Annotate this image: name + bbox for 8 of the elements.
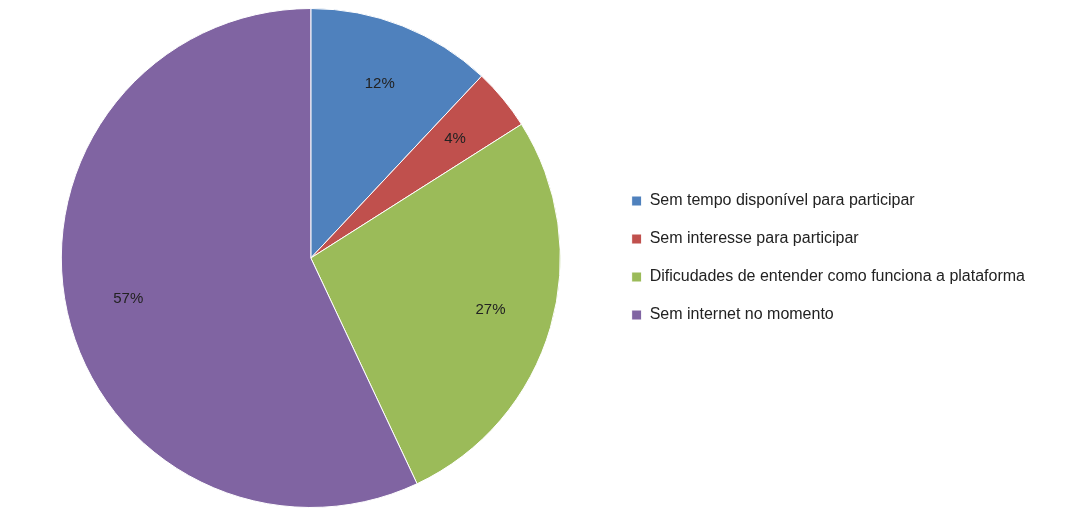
data-label: 57% bbox=[113, 288, 144, 306]
legend-label: Sem interesse para participar bbox=[649, 229, 860, 247]
data-label: 4% bbox=[444, 128, 466, 146]
legend-label: Dificudades de entender como funciona a plataforma bbox=[649, 267, 1026, 285]
legend-label: Sem tempo disponível para participar bbox=[649, 191, 916, 209]
legend-label: Sem internet no momento bbox=[649, 305, 834, 323]
data-label: 12% bbox=[364, 74, 395, 92]
data-label: 27% bbox=[475, 300, 506, 318]
